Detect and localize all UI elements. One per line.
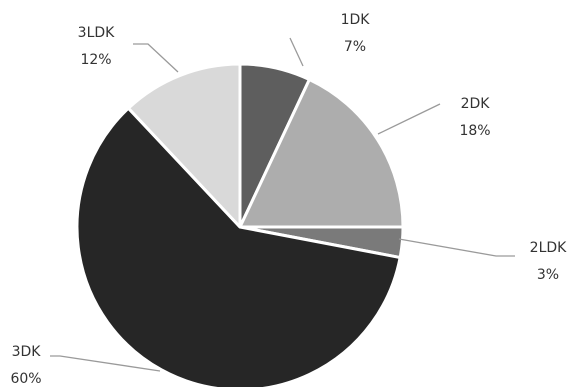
leader-line-2dk — [377, 103, 441, 135]
leader-line-3dk — [50, 355, 161, 372]
leader-line-1dk — [289, 37, 304, 67]
pie-slice-3dk — [75, 106, 402, 387]
slice-value-label-3ldk: 12% — [80, 52, 111, 68]
slice-category-label-3dk: 3DK — [12, 344, 42, 360]
leader-line-2ldk — [398, 238, 515, 257]
slice-value-label-1dk: 7% — [344, 39, 366, 55]
slice-value-label-3dk: 60% — [10, 371, 41, 387]
slice-category-label-2dk: 2DK — [461, 96, 491, 112]
pie-slice-3ldk — [126, 62, 242, 229]
pie-slice-2dk — [238, 78, 405, 229]
slice-category-label-2ldk: 2LDK — [530, 240, 567, 256]
slice-labels: 1DK 7% 2DK 18% 2LDK 3% 3DK 60% 3LDK 12% — [10, 12, 567, 387]
slice-value-label-2dk: 18% — [459, 123, 490, 139]
slice-category-label-3ldk: 3LDK — [78, 25, 115, 41]
slice-category-label-1dk: 1DK — [341, 12, 371, 28]
slice-value-label-2ldk: 3% — [537, 267, 559, 283]
pie-slices — [75, 62, 405, 387]
leader-lines — [50, 37, 515, 372]
leader-line-3ldk — [133, 43, 179, 73]
